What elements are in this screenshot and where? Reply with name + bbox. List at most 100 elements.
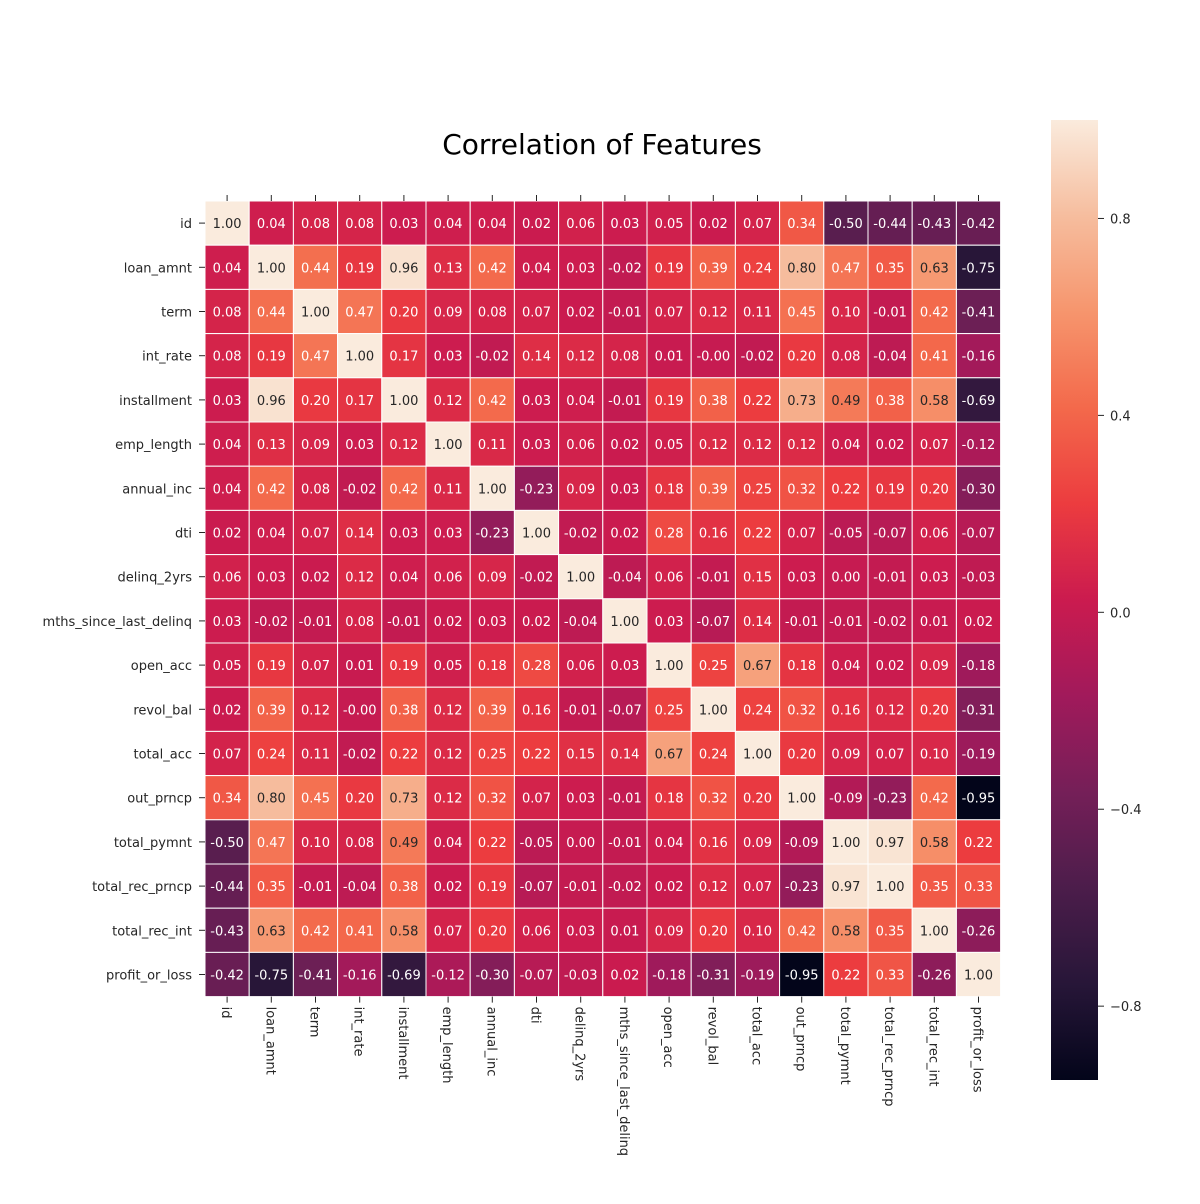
cell-value-label: 0.19: [345, 261, 374, 276]
cell-value-label: 0.38: [699, 394, 728, 409]
heatmap-cell: [690, 907, 736, 953]
heatmap-cell: [602, 333, 648, 379]
x-tick-label: profit_or_loss: [970, 1007, 985, 1093]
heatmap-cell: [955, 333, 1002, 379]
cell-value-label: -0.07: [962, 527, 996, 542]
cell-value-label: 0.02: [213, 703, 242, 718]
cell-value-label: 0.34: [787, 217, 816, 232]
heatmap-cell: [955, 377, 1002, 423]
cell-value-label: 1.00: [920, 924, 949, 939]
heatmap-cell: [381, 730, 427, 777]
cell-value-label: -0.23: [520, 482, 554, 497]
heatmap-cell: [690, 377, 736, 423]
heatmap-cell: [911, 421, 957, 467]
heatmap-cell: [381, 554, 427, 600]
cell-value-label: 0.04: [434, 836, 463, 851]
cell-value-label: 0.02: [964, 615, 993, 630]
cell-value-label: 0.19: [257, 659, 286, 674]
colorbar-ticks: 0.8 0.4 0.0 −0.4 −0.8: [1098, 212, 1142, 1015]
cell-value-label: 0.58: [920, 394, 949, 409]
heatmap-cell: [734, 333, 781, 379]
cell-value-label: 0.10: [743, 924, 772, 939]
cell-value-label: -0.04: [343, 880, 377, 895]
cell-value-label: -0.19: [962, 748, 996, 763]
cell-value-label: 0.20: [389, 306, 418, 321]
cell-value-label: 0.25: [699, 659, 728, 674]
cell-value-label: 0.12: [434, 748, 463, 763]
cell-value-label: -0.12: [962, 438, 996, 453]
cell-value-label: 0.20: [478, 924, 507, 939]
cell-value-label: 0.20: [787, 350, 816, 365]
heatmap-cell: [558, 819, 604, 865]
cell-value-label: 0.44: [257, 306, 286, 321]
heatmap-cell: [690, 421, 736, 467]
cell-value-label: -0.01: [564, 880, 598, 895]
cell-value-label: -0.19: [741, 969, 775, 984]
cell-value-label: 0.08: [213, 350, 242, 365]
cell-value-label: 0.12: [434, 792, 463, 807]
cell-value-label: 0.32: [787, 703, 816, 718]
cell-value-label: 0.06: [920, 527, 949, 542]
heatmap-cell: [381, 775, 427, 821]
cell-value-label: 0.35: [876, 261, 905, 276]
heatmap-cell: [513, 951, 560, 998]
heatmap-cell: [867, 377, 913, 423]
heatmap-cell: [646, 598, 692, 644]
cell-value-label: -0.01: [608, 394, 642, 409]
heatmap-cell: [734, 377, 781, 423]
heatmap-cell: [867, 554, 913, 600]
heatmap-cell: [911, 642, 957, 688]
cell-value-label: 0.22: [743, 527, 772, 542]
heatmap-cell: [381, 863, 427, 909]
colorbar-tick-label: −0.8: [1110, 1000, 1142, 1015]
heatmap-cell: [204, 200, 250, 246]
heatmap-cell: [867, 598, 913, 644]
cell-value-label: 0.16: [699, 527, 728, 542]
cell-value-label: 0.03: [566, 792, 595, 807]
cell-value-label: -0.02: [608, 880, 642, 895]
cell-value-label: 1.00: [522, 527, 551, 542]
cell-value-label: 0.39: [478, 703, 507, 718]
cell-value-label: 0.03: [434, 350, 463, 365]
heatmap-cell: [690, 775, 736, 821]
heatmap-cell: [602, 421, 648, 467]
cell-value-label: 0.02: [566, 306, 595, 321]
x-tick-label: annual_inc: [483, 1007, 498, 1077]
cell-value-label: 0.02: [876, 438, 905, 453]
cell-value-label: 0.47: [345, 306, 374, 321]
cell-value-label: -0.30: [475, 969, 509, 984]
heatmap-cell: [425, 377, 471, 423]
heatmap-cell: [867, 686, 913, 732]
cell-value-label: 0.42: [478, 261, 507, 276]
cell-value-label: 0.08: [301, 217, 330, 232]
cell-value-label: 0.25: [743, 482, 772, 497]
y-tick-label: revol_bal: [133, 703, 192, 718]
cell-value-label: 0.12: [345, 571, 374, 586]
heatmap-cell: [867, 730, 913, 777]
x-tick-label: mths_since_last_delinq: [616, 1007, 631, 1156]
cell-value-label: -0.03: [962, 571, 996, 586]
cell-value-label: 0.03: [434, 527, 463, 542]
colorbar: [1051, 120, 1098, 1080]
heatmap-cell: [955, 730, 1002, 777]
cell-value-label: 0.22: [743, 394, 772, 409]
heatmap-cell: [734, 730, 781, 777]
cell-value-label: 0.38: [389, 703, 418, 718]
heatmap-cell: [646, 775, 692, 821]
heatmap-cell: [425, 554, 471, 600]
cell-value-label: -0.23: [873, 792, 907, 807]
cell-value-label: 0.09: [743, 836, 772, 851]
heatmap-cell: [381, 509, 427, 556]
heatmap-cell: [779, 730, 825, 777]
cell-value-label: -0.01: [608, 306, 642, 321]
cell-value-label: 0.08: [610, 350, 639, 365]
cell-value-label: 0.17: [345, 394, 374, 409]
cell-value-label: 0.03: [522, 438, 551, 453]
cell-value-label: 0.39: [699, 261, 728, 276]
heatmap-cell: [337, 377, 383, 423]
heatmap-cell: [337, 465, 383, 511]
cell-value-label: 0.67: [743, 659, 772, 674]
cell-value-label: -0.26: [917, 969, 951, 984]
x-tick-label: emp_length: [439, 1007, 454, 1084]
cell-value-label: 0.03: [610, 217, 639, 232]
